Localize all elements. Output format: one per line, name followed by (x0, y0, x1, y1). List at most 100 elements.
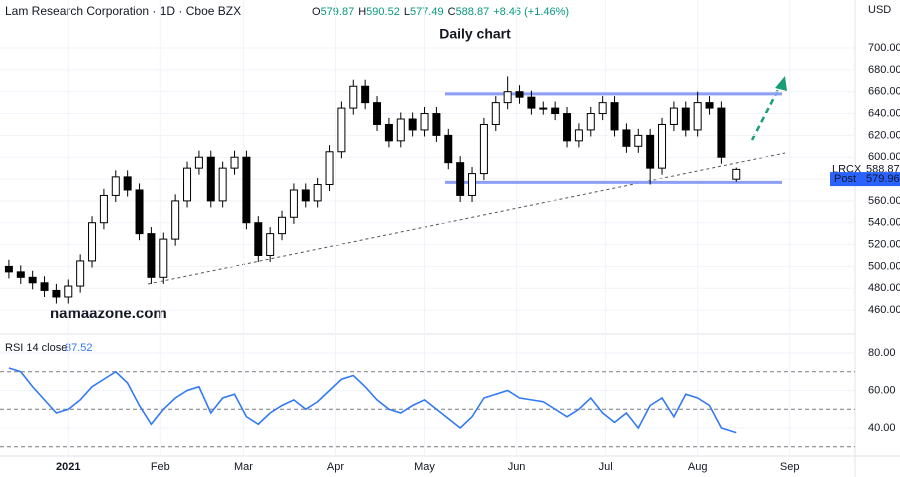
ohlc-value: 588.87 (456, 6, 490, 18)
candle-body (527, 96, 536, 109)
candle-body (408, 118, 417, 131)
candle-body (384, 123, 393, 142)
candle-body (646, 134, 655, 169)
candle-body (622, 129, 631, 147)
candle-body (194, 156, 203, 169)
x-tick-label: Feb (151, 461, 170, 473)
candle-body (658, 123, 667, 169)
y-tick-label: 560.00 (868, 195, 900, 207)
annotation: Daily chart (439, 26, 511, 42)
x-tick-label: May (414, 461, 435, 473)
candle-body (28, 276, 37, 284)
y-tick-label: 620.00 (868, 129, 900, 141)
post-price: 579.96 (866, 173, 900, 185)
chart-title: Lam Research Corporation · 1D · Cboe BZX (5, 4, 241, 18)
candle-body (361, 85, 370, 104)
y-tick-label: 500.00 (868, 260, 900, 272)
arrow-head (775, 76, 787, 91)
ohlc-value: 579.87 (321, 6, 355, 18)
candle-body (693, 102, 702, 131)
x-tick-label: Jul (599, 461, 613, 473)
candle-body (301, 189, 310, 202)
candle-body (574, 129, 583, 142)
x-tick-label: Apr (327, 461, 344, 473)
y-tick-label: 40.00 (868, 422, 896, 434)
candle-body (230, 156, 239, 169)
y-tick-label: 600.00 (868, 151, 900, 163)
candle-body (420, 113, 429, 131)
ohlc-key: L (404, 6, 410, 18)
candle-body (325, 151, 334, 186)
x-tick-label: Sep (780, 461, 800, 473)
candle-body (539, 107, 548, 110)
candle-body (396, 118, 405, 142)
candle-body (278, 216, 287, 235)
change: +8.46 (+1.46%) (493, 6, 569, 18)
y-tick-label: 700.00 (868, 42, 900, 54)
candle-body (634, 134, 643, 147)
candle-body (242, 156, 251, 224)
candle-body (468, 173, 477, 196)
ohlc-legend: O579.87 H590.52 L577.49 C588.87 +8.46 (+1.46… (312, 6, 569, 18)
candle-body (313, 184, 322, 202)
y-tick-label: 660.00 (868, 86, 900, 98)
candle-body (111, 176, 120, 196)
ohlc-value: 590.52 (366, 6, 400, 18)
ohlc-value: 577.49 (410, 6, 444, 18)
candle-body (479, 123, 488, 175)
currency: USD (868, 4, 891, 16)
candle-body (4, 265, 13, 273)
candle-body (551, 107, 560, 115)
candle-body (681, 107, 690, 131)
candle-body (88, 222, 97, 262)
candle-body (563, 113, 572, 142)
candle-body (16, 271, 25, 278)
candle-body (456, 162, 465, 196)
x-tick-label: 2021 (56, 461, 80, 473)
candle-body (266, 233, 275, 256)
candle-body (99, 194, 108, 224)
post-label: Post (834, 173, 856, 185)
candle-body (717, 107, 726, 158)
candle-body (705, 102, 714, 109)
candle-body (123, 176, 132, 191)
candle-body (373, 102, 382, 125)
post-badge (830, 172, 900, 187)
ohlc-key: O (312, 6, 321, 18)
candle-body (183, 167, 192, 202)
candle-body (218, 167, 227, 202)
x-tick-label: Mar (234, 461, 253, 473)
y-tick-label: 80.00 (868, 347, 896, 359)
candle-body (135, 189, 144, 235)
y-tick-label: 540.00 (868, 217, 900, 229)
y-tick-label: 640.00 (868, 107, 900, 119)
x-tick-label: Jun (508, 461, 526, 473)
candle-body (732, 168, 741, 180)
candle-body (254, 222, 263, 256)
y-tick-label: 60.00 (868, 384, 896, 396)
candle-body (586, 113, 595, 131)
trend-line (147, 152, 786, 285)
candle-body (610, 102, 619, 131)
candle-body (337, 107, 346, 153)
watermark: namaazone.com (50, 305, 167, 322)
ohlc-key: C (448, 6, 456, 18)
y-tick-label: 520.00 (868, 238, 900, 250)
candle-body (444, 134, 453, 164)
candle-body (147, 233, 156, 278)
candle-body (598, 102, 607, 115)
rsi-line (8, 367, 737, 434)
candle-body (64, 285, 73, 298)
candle-body (432, 113, 441, 136)
candle-body (40, 282, 49, 291)
candle-body (503, 91, 512, 104)
candle-body (515, 91, 524, 98)
y-tick-label: 680.00 (868, 64, 900, 76)
y-tick-label: 480.00 (868, 282, 900, 294)
rsi-title: RSI 14 close (5, 342, 67, 354)
rsi-last: 37.52 (65, 342, 93, 354)
candle-body (289, 189, 298, 218)
candle-body (76, 260, 85, 287)
